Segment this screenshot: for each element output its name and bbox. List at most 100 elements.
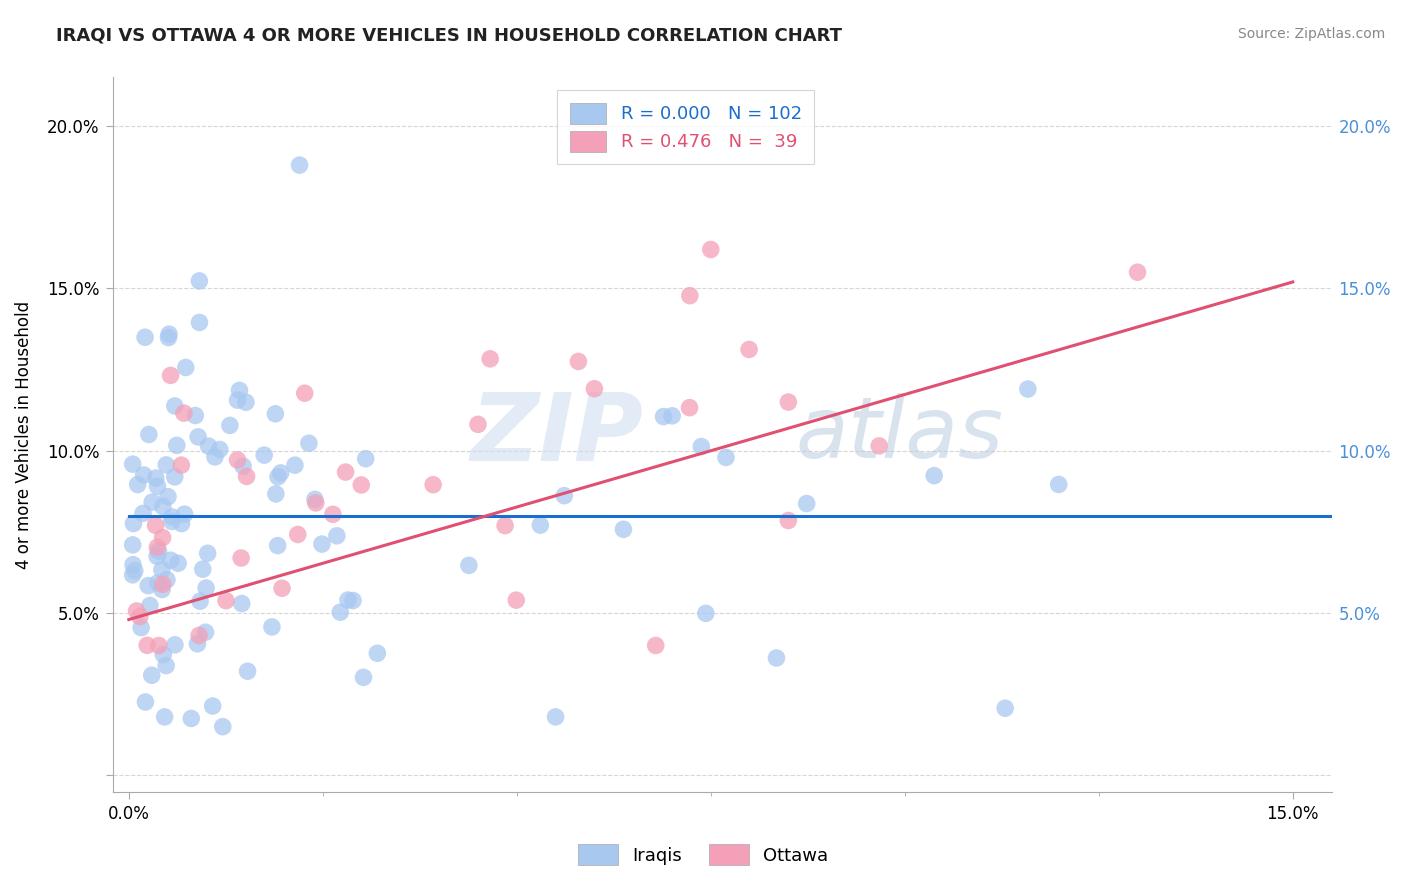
Point [146, 549, 169, 564]
Point [264, 407, 287, 421]
Point [188, 594, 211, 608]
Point [136, 638, 159, 652]
Legend: R = 0.000   N = 102, R = 0.476   N =  39: R = 0.000 N = 102, R = 0.476 N = 39 [557, 90, 814, 164]
Point [329, 605, 352, 619]
Point [260, 620, 283, 634]
Point [294, 386, 316, 401]
Point [211, 720, 233, 734]
Point [284, 458, 307, 472]
Point [287, 527, 309, 541]
Point [173, 507, 195, 521]
Point [326, 529, 349, 543]
Point [129, 621, 152, 635]
Point [253, 448, 276, 462]
Point [141, 495, 163, 509]
Point [121, 457, 143, 471]
Point [132, 507, 155, 521]
Point [127, 477, 149, 491]
Point [544, 710, 567, 724]
Point [163, 470, 186, 484]
Y-axis label: 4 or more Vehicles in Household: 4 or more Vehicles in Household [15, 301, 32, 568]
Point [136, 579, 159, 593]
Point [337, 593, 360, 607]
Point [160, 515, 183, 529]
Text: IRAQI VS OTTAWA 4 OR MORE VEHICLES IN HOUSEHOLD CORRELATION CHART: IRAQI VS OTTAWA 4 OR MORE VEHICLES IN HO… [56, 27, 842, 45]
Point [122, 516, 145, 531]
Point [298, 436, 321, 450]
Point [335, 465, 357, 479]
Point [994, 701, 1017, 715]
Point [366, 646, 388, 660]
Point [180, 711, 202, 725]
Point [122, 558, 145, 572]
Point [350, 478, 373, 492]
Point [342, 593, 364, 607]
Point [457, 558, 479, 573]
Point [353, 670, 375, 684]
Point [152, 500, 174, 514]
Point [150, 582, 173, 597]
Point [235, 395, 257, 409]
Point [163, 638, 186, 652]
Point [167, 556, 190, 570]
Point [778, 395, 800, 409]
Point [145, 518, 167, 533]
Point [505, 593, 527, 607]
Point [197, 439, 219, 453]
Point [155, 658, 177, 673]
Point [796, 497, 818, 511]
Point [195, 581, 218, 595]
Point [173, 406, 195, 420]
Point [157, 330, 180, 344]
Point [201, 698, 224, 713]
Point [304, 492, 326, 507]
Legend: Iraqis, Ottawa: Iraqis, Ottawa [569, 835, 837, 874]
Point [678, 401, 700, 415]
Point [700, 243, 723, 257]
Point [152, 531, 174, 545]
Point [644, 639, 666, 653]
Point [188, 274, 211, 288]
Point [236, 664, 259, 678]
Point [121, 538, 143, 552]
Point [232, 459, 254, 474]
Point [354, 451, 377, 466]
Point [156, 573, 179, 587]
Point [146, 479, 169, 493]
Point [121, 567, 143, 582]
Point [141, 668, 163, 682]
Text: atlas: atlas [796, 393, 1004, 476]
Point [467, 417, 489, 432]
Point [494, 518, 516, 533]
Point [204, 450, 226, 464]
Point [174, 360, 197, 375]
Point [152, 577, 174, 591]
Point [187, 430, 209, 444]
Point [311, 537, 333, 551]
Point [218, 418, 240, 433]
Point [229, 551, 252, 566]
Point [868, 439, 890, 453]
Point [160, 510, 183, 524]
Point [208, 442, 231, 457]
Point [738, 343, 761, 357]
Point [1126, 265, 1149, 279]
Point [612, 522, 634, 536]
Point [132, 468, 155, 483]
Text: ZIP: ZIP [471, 389, 643, 481]
Point [124, 564, 146, 578]
Point [305, 496, 328, 510]
Point [695, 607, 717, 621]
Point [690, 440, 713, 454]
Point [188, 315, 211, 329]
Point [679, 288, 702, 302]
Point [922, 468, 945, 483]
Point [139, 599, 162, 613]
Point [134, 330, 156, 344]
Point [422, 477, 444, 491]
Point [652, 409, 675, 424]
Point [134, 695, 156, 709]
Point [166, 438, 188, 452]
Point [170, 516, 193, 531]
Point [226, 393, 249, 408]
